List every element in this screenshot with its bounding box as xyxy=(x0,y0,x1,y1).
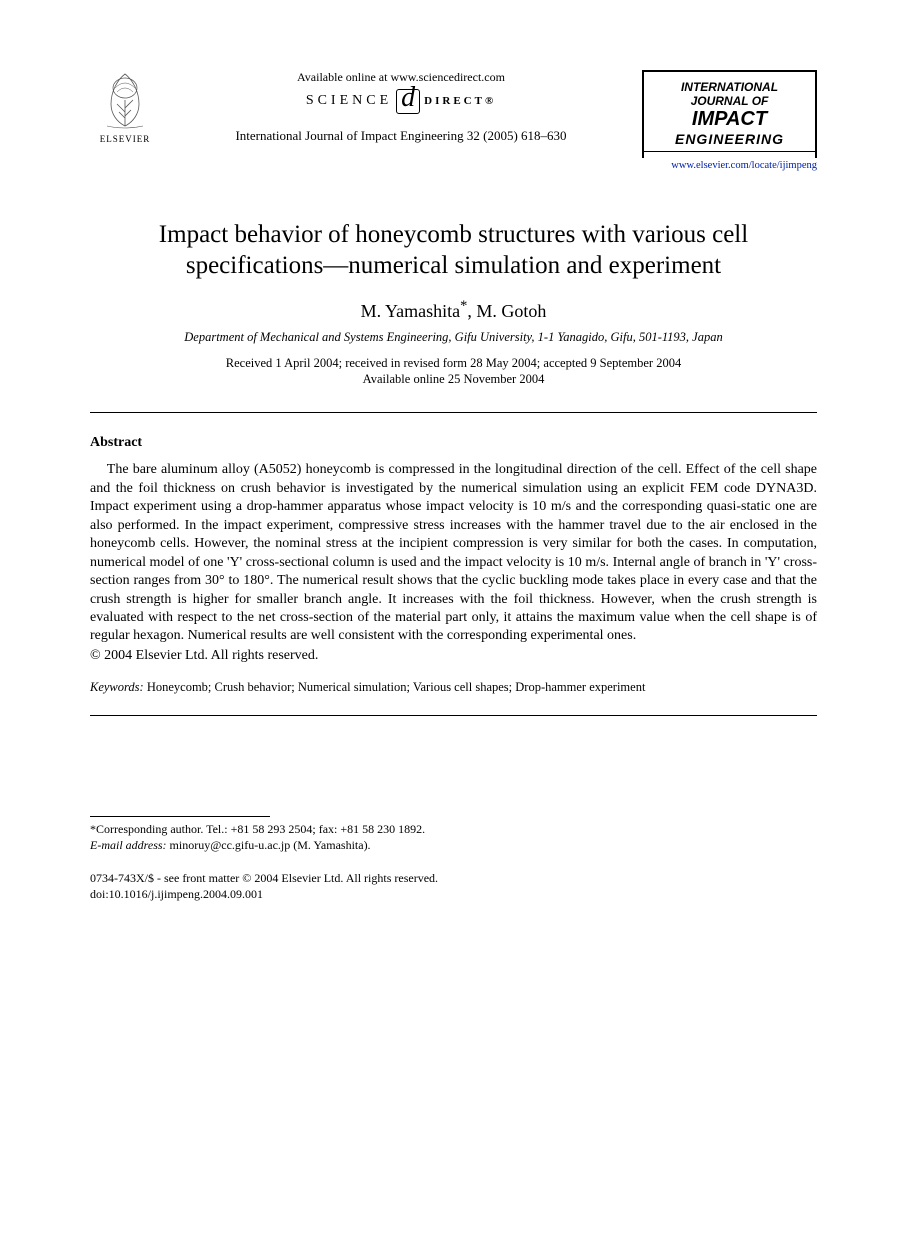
sd-at-icon: d xyxy=(396,89,420,114)
publisher-logo-block: ELSEVIER xyxy=(90,70,160,144)
journal-box-rule xyxy=(644,151,815,152)
dates-line1: Received 1 April 2004; received in revis… xyxy=(226,356,681,370)
keywords-block: Keywords: Honeycomb; Crush behavior; Num… xyxy=(90,680,817,695)
header-row: ELSEVIER Available online at www.science… xyxy=(90,70,817,171)
journal-line1: INTERNATIONAL xyxy=(650,80,809,94)
journal-line4: ENGINEERING xyxy=(650,131,809,147)
journal-line3: IMPACT xyxy=(650,108,809,131)
page-container: ELSEVIER Available online at www.science… xyxy=(0,0,907,963)
front-matter-block: 0734-743X/$ - see front matter © 2004 El… xyxy=(90,871,817,902)
abstract-heading: Abstract xyxy=(90,435,817,451)
sd-direct-text: DIRECT® xyxy=(424,95,496,107)
email-line: E-mail address: minoruy@cc.gifu-u.ac.jp … xyxy=(90,837,817,853)
journal-citation: International Journal of Impact Engineer… xyxy=(172,128,630,144)
elsevier-tree-icon xyxy=(97,70,153,132)
authors-line: M. Yamashita*, M. Gotoh xyxy=(90,298,817,322)
rule-top xyxy=(90,412,817,413)
affiliation: Department of Mechanical and Systems Eng… xyxy=(90,330,817,345)
journal-title-box: INTERNATIONAL JOURNAL OF IMPACT ENGINEER… xyxy=(642,70,817,158)
rule-bottom xyxy=(90,715,817,716)
footnote-block: *Corresponding author. Tel.: +81 58 293 … xyxy=(90,821,817,853)
article-dates: Received 1 April 2004; received in revis… xyxy=(90,355,817,389)
journal-line2: JOURNAL OF xyxy=(650,94,809,108)
keywords-label: Keywords: xyxy=(90,680,144,694)
corresponding-author: *Corresponding author. Tel.: +81 58 293 … xyxy=(90,821,817,837)
email-label: E-mail address: xyxy=(90,838,167,852)
doi-text: doi:10.1016/j.ijimpeng.2004.09.001 xyxy=(90,887,817,903)
journal-url-link[interactable]: www.elsevier.com/locate/ijimpeng xyxy=(642,160,817,171)
center-header: Available online at www.sciencedirect.co… xyxy=(160,70,642,144)
sciencedirect-logo: SCIENCE d DIRECT® xyxy=(172,89,630,114)
sd-science-text: SCIENCE xyxy=(306,93,392,109)
footnote-separator xyxy=(90,816,270,817)
journal-box-wrap: INTERNATIONAL JOURNAL OF IMPACT ENGINEER… xyxy=(642,70,817,171)
article-title: Impact behavior of honeycomb structures … xyxy=(90,219,817,282)
email-value: minoruy@cc.gifu-u.ac.jp (M. Yamashita). xyxy=(167,838,371,852)
keywords-text: Honeycomb; Crush behavior; Numerical sim… xyxy=(144,680,646,694)
publisher-name: ELSEVIER xyxy=(90,134,160,144)
abstract-copyright: © 2004 Elsevier Ltd. All rights reserved… xyxy=(90,648,817,664)
front-matter-text: 0734-743X/$ - see front matter © 2004 El… xyxy=(90,871,817,887)
authors-text: M. Yamashita*, M. Gotoh xyxy=(361,301,547,321)
abstract-body: The bare aluminum alloy (A5052) honeycom… xyxy=(90,461,817,646)
dates-line2: Available online 25 November 2004 xyxy=(363,372,545,386)
